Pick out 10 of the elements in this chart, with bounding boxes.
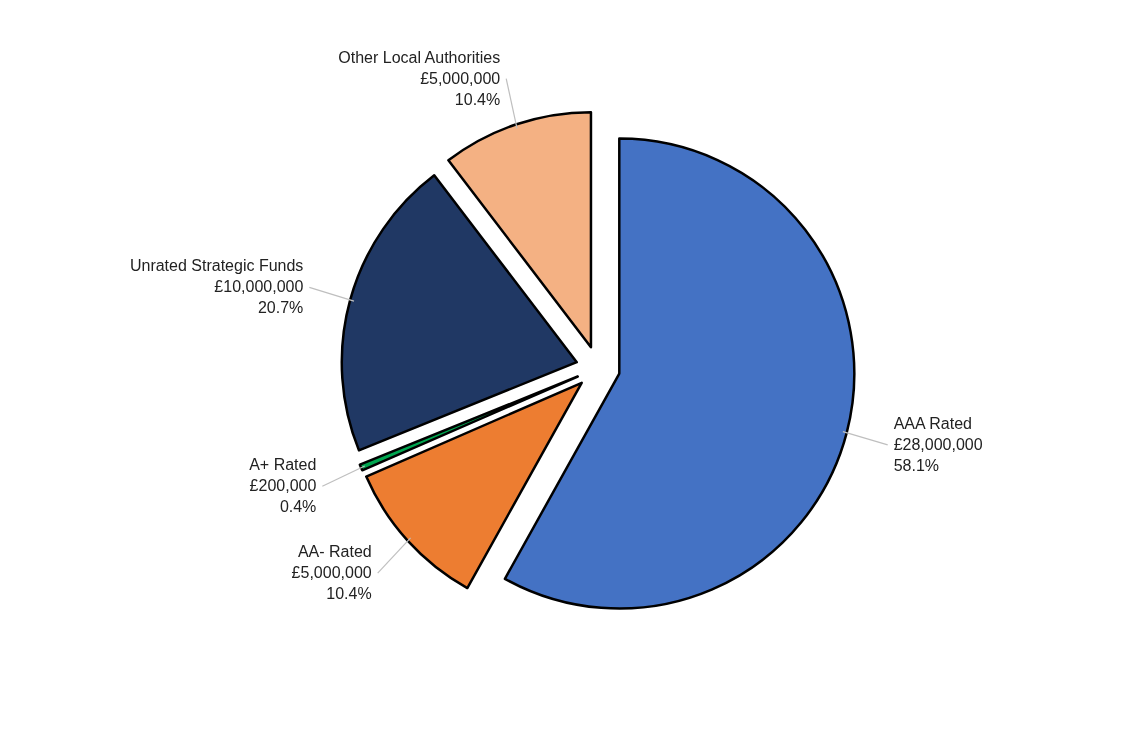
slice-label: AA- Rated bbox=[297, 543, 372, 561]
slice-label: Unrated Strategic Funds bbox=[129, 257, 304, 275]
data-label: £200,000 0.4% bbox=[249, 477, 317, 516]
slice-label: Other Local Authorities bbox=[338, 48, 501, 66]
slice-label: AAA Rated bbox=[893, 414, 972, 432]
slice-label: A+ Rated bbox=[249, 456, 317, 474]
data-label: £10,000,000 20.7% bbox=[214, 278, 304, 317]
data-label: £5,000,000 10.4% bbox=[291, 564, 372, 603]
data-label: £28,000,000 58.1% bbox=[893, 435, 983, 474]
data-label: £5,000,000 10.4% bbox=[420, 69, 501, 108]
